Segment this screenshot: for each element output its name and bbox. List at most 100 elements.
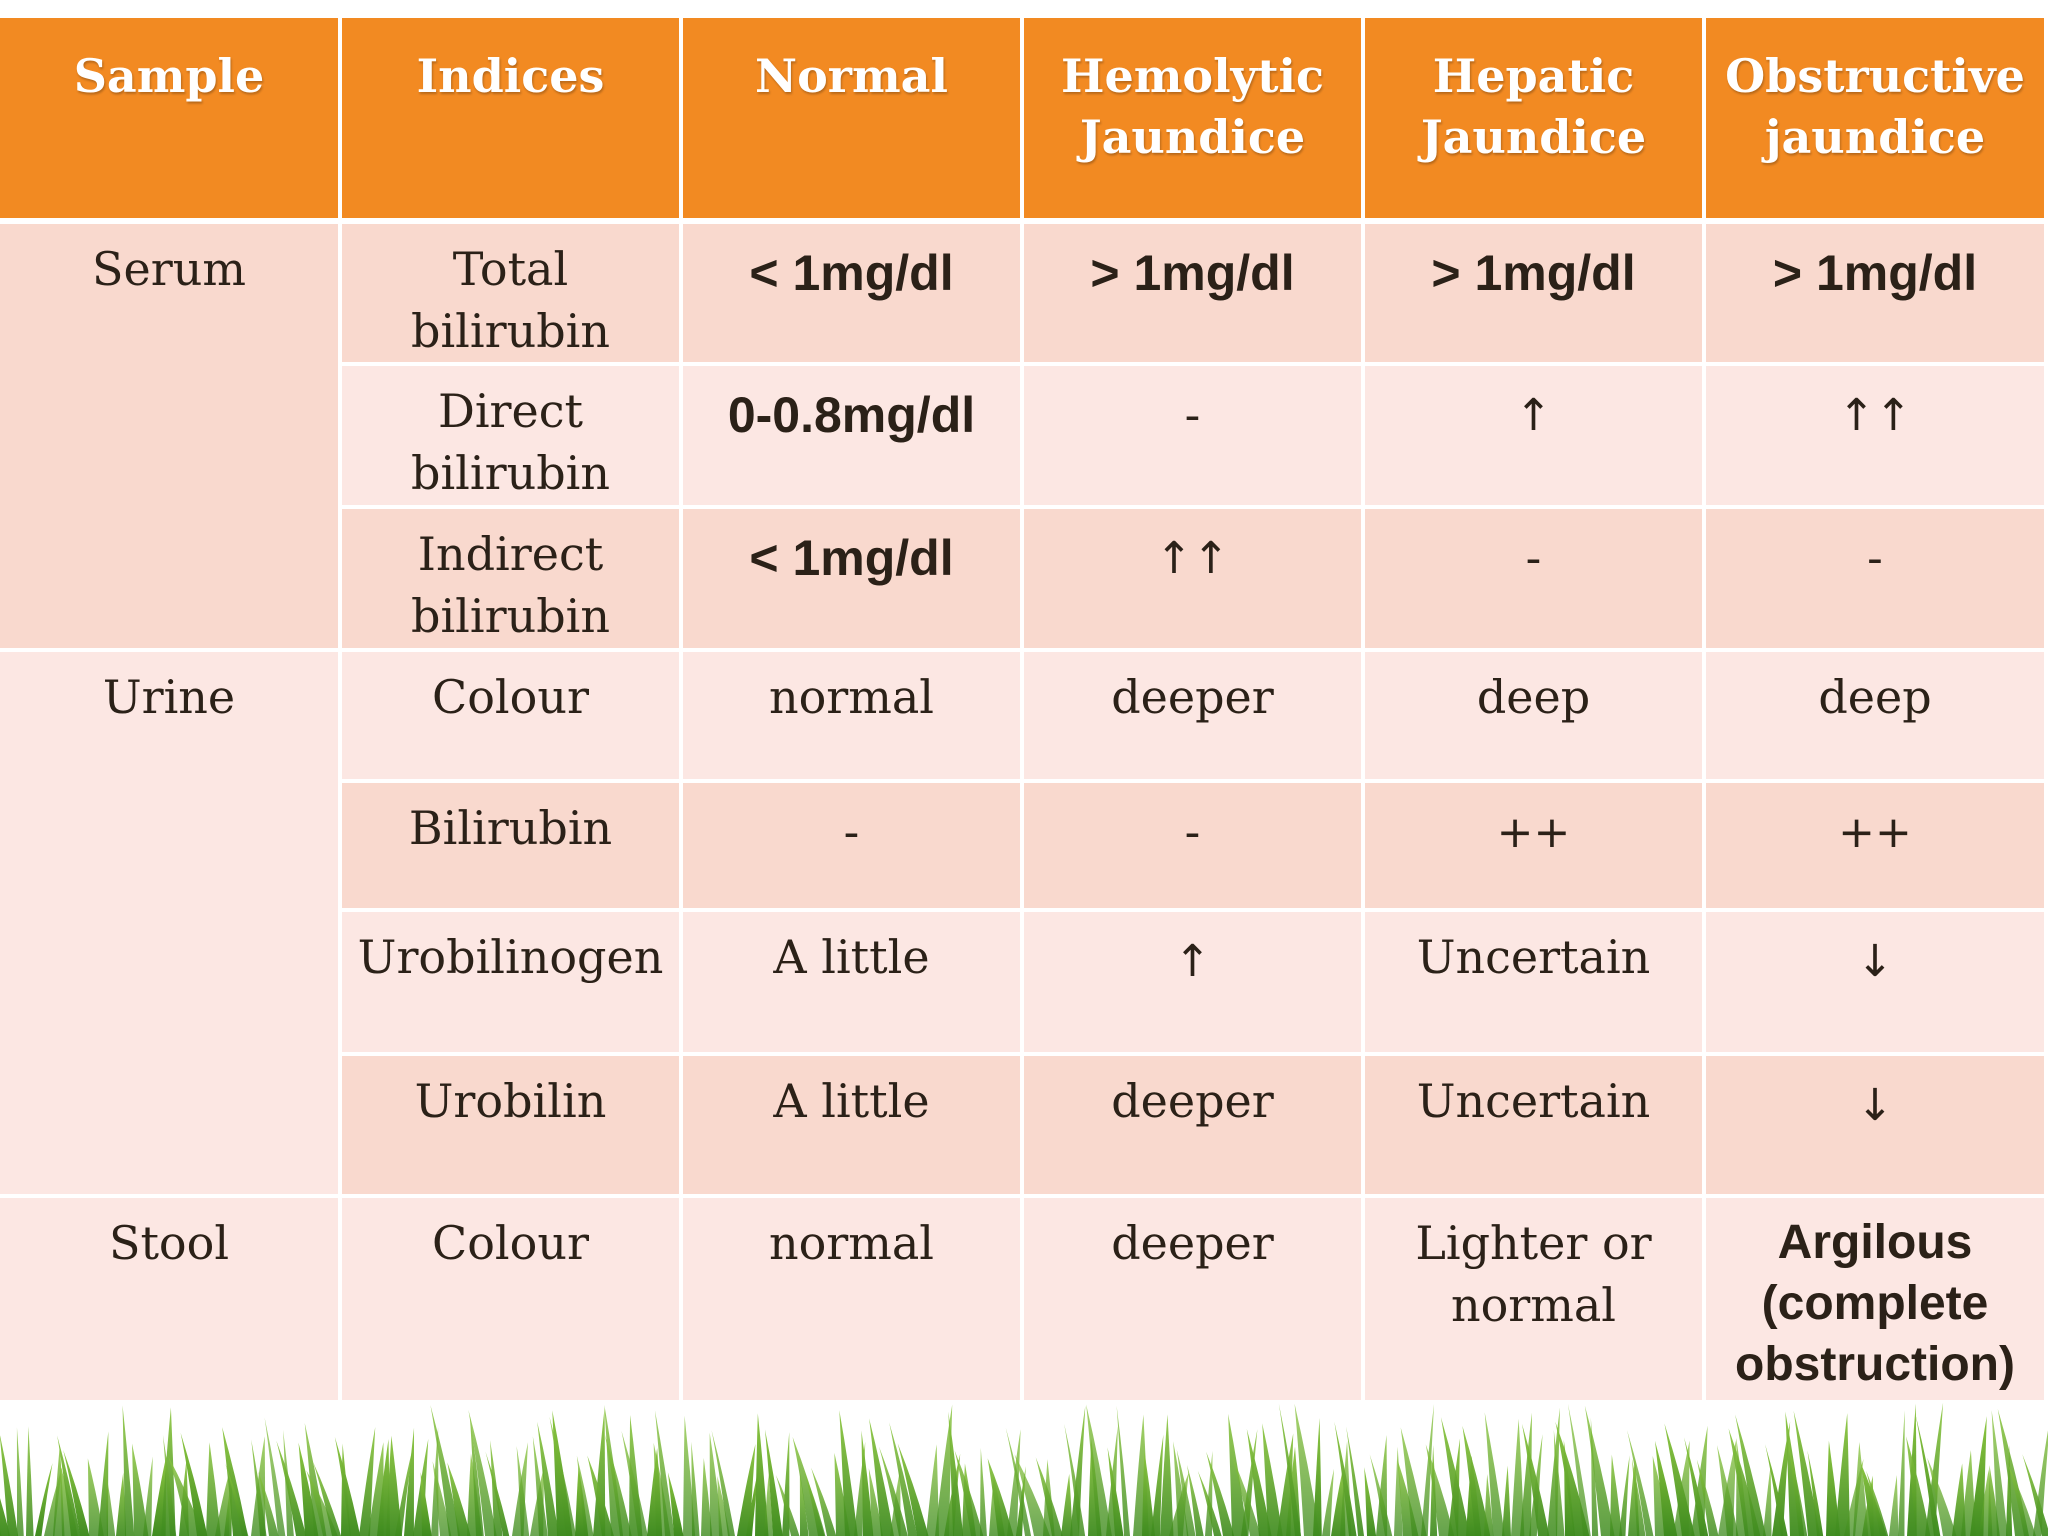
cell-hepatic-row5-text: Uncertain — [1416, 930, 1651, 984]
cell-indices-row4: Bilirubin — [342, 783, 679, 908]
header-sample-text: Sample — [73, 49, 265, 103]
cell-hemolytic-row0-text: > 1mg/dl — [1090, 245, 1295, 301]
cell-normal-row5: A little — [683, 912, 1020, 1052]
cell-normal-row6-text: A little — [773, 1074, 930, 1128]
cell-hepatic-row3: deep — [1365, 652, 1702, 779]
cell-normal-row0: < 1mg/dl — [683, 224, 1020, 362]
cell-indices-row6-text: Urobilin — [414, 1074, 607, 1128]
cell-hemolytic-row4-text: - — [1184, 807, 1201, 858]
cell-hemolytic-row1-text: - — [1184, 390, 1201, 441]
cell-hepatic-row7-text: Lighter or normal — [1415, 1216, 1652, 1332]
sample-urine: Urine — [0, 652, 338, 1194]
cell-obstructive-row1-text: ↑↑ — [1838, 390, 1912, 441]
cell-hemolytic-row3-text: deeper — [1111, 670, 1274, 724]
cell-hepatic-row4: ++ — [1365, 783, 1702, 908]
sample-serum: Serum — [0, 224, 338, 648]
cell-hepatic-row0: > 1mg/dl — [1365, 224, 1702, 362]
cell-normal-row3-text: normal — [768, 670, 935, 724]
header-indices-text: Indices — [416, 49, 605, 103]
cell-hepatic-row7: Lighter or normal — [1365, 1198, 1702, 1400]
cell-normal-row6: A little — [683, 1056, 1020, 1194]
header-indices: Indices — [342, 18, 679, 218]
cell-normal-row0-text: < 1mg/dl — [749, 245, 954, 301]
cell-indices-row3-text: Colour — [432, 670, 589, 724]
cell-obstructive-row2: - — [1706, 509, 2044, 648]
cell-hepatic-row6-text: Uncertain — [1416, 1074, 1651, 1128]
cell-normal-row1: 0-0.8mg/dl — [683, 366, 1020, 505]
cell-hemolytic-row7-text: deeper — [1111, 1216, 1274, 1270]
cell-obstructive-row4-text: ++ — [1838, 807, 1912, 858]
cell-normal-row2: < 1mg/dl — [683, 509, 1020, 648]
header-normal: Normal — [683, 18, 1020, 218]
cell-normal-row4: - — [683, 783, 1020, 908]
cell-hepatic-row1-text: ↑ — [1515, 390, 1552, 441]
cell-hepatic-row4-text: ++ — [1496, 807, 1571, 858]
cell-obstructive-row7: Argilous (complete obstruction) — [1706, 1198, 2044, 1400]
cell-hemolytic-row5: ↑ — [1024, 912, 1361, 1052]
cell-hemolytic-row2: ↑↑ — [1024, 509, 1361, 648]
cell-indices-row5: Urobilinogen — [342, 912, 679, 1052]
cell-hemolytic-row5-text: ↑ — [1174, 936, 1211, 987]
cell-indices-row5-text: Urobilinogen — [357, 930, 664, 984]
cell-hepatic-row6: Uncertain — [1365, 1056, 1702, 1194]
cell-normal-row7-text: normal — [768, 1216, 935, 1270]
cell-obstructive-row6-text: ↓ — [1856, 1080, 1894, 1131]
cell-hepatic-row1: ↑ — [1365, 366, 1702, 505]
header-obstructive: Obstructive jaundice — [1706, 18, 2044, 218]
cell-indices-row2-text: Indirect bilirubin — [411, 527, 610, 643]
cell-hemolytic-row2-text: ↑↑ — [1155, 533, 1230, 584]
sample-serum-text: Serum — [92, 242, 246, 296]
header-sample: Sample — [0, 18, 338, 218]
cell-hepatic-row3-text: deep — [1476, 670, 1591, 724]
cell-indices-row6: Urobilin — [342, 1056, 679, 1194]
cell-hepatic-row2-text: - — [1525, 533, 1542, 584]
cell-obstructive-row3-text: deep — [1818, 670, 1932, 724]
cell-indices-row7: Colour — [342, 1198, 679, 1400]
cell-indices-row1: Direct bilirubin — [342, 366, 679, 505]
cell-hemolytic-row6-text: deeper — [1111, 1074, 1274, 1128]
sample-stool: Stool — [0, 1198, 338, 1400]
cell-hemolytic-row6: deeper — [1024, 1056, 1361, 1194]
cell-hepatic-row2: - — [1365, 509, 1702, 648]
cell-obstructive-row7-text: Argilous (complete obstruction) — [1735, 1216, 2015, 1391]
cell-normal-row4-text: - — [843, 807, 860, 858]
sample-stool-text: Stool — [108, 1216, 230, 1270]
cell-obstructive-row5-text: ↓ — [1856, 936, 1894, 987]
cell-indices-row1-text: Direct bilirubin — [411, 384, 610, 500]
cell-indices-row7-text: Colour — [432, 1216, 589, 1270]
sample-urine-text: Urine — [102, 670, 236, 724]
cell-obstructive-row0: > 1mg/dl — [1706, 224, 2044, 362]
cell-obstructive-row0-text: > 1mg/dl — [1772, 245, 1978, 301]
cell-normal-row1-text: 0-0.8mg/dl — [727, 387, 976, 443]
cell-hepatic-row5: Uncertain — [1365, 912, 1702, 1052]
cell-indices-row0-text: Total bilirubin — [411, 242, 610, 358]
header-obstructive-text: Obstructive jaundice — [1725, 49, 2025, 164]
cell-indices-row2: Indirect bilirubin — [342, 509, 679, 648]
cell-obstructive-row4: ++ — [1706, 783, 2044, 908]
cell-hemolytic-row7: deeper — [1024, 1198, 1361, 1400]
cell-normal-row2-text: < 1mg/dl — [749, 530, 954, 586]
cell-obstructive-row3: deep — [1706, 652, 2044, 779]
cell-indices-row0: Total bilirubin — [342, 224, 679, 362]
cell-hepatic-row0-text: > 1mg/dl — [1431, 245, 1636, 301]
header-hemolytic-text: Hemolytic Jaundice — [1060, 49, 1325, 164]
header-hepatic-text: Hepatic Jaundice — [1420, 49, 1647, 164]
cell-hemolytic-row1: - — [1024, 366, 1361, 505]
cell-hemolytic-row4: - — [1024, 783, 1361, 908]
cell-normal-row3: normal — [683, 652, 1020, 779]
header-normal-text: Normal — [755, 49, 948, 103]
cell-obstructive-row2-text: - — [1867, 533, 1883, 584]
cell-hemolytic-row0: > 1mg/dl — [1024, 224, 1361, 362]
cell-normal-row7: normal — [683, 1198, 1020, 1400]
cell-indices-row3: Colour — [342, 652, 679, 779]
cell-obstructive-row6: ↓ — [1706, 1056, 2044, 1194]
cell-obstructive-row5: ↓ — [1706, 912, 2044, 1052]
grass-decoration — [0, 1402, 2048, 1536]
cell-obstructive-row1: ↑↑ — [1706, 366, 2044, 505]
header-hemolytic: Hemolytic Jaundice — [1024, 18, 1361, 218]
header-hepatic: Hepatic Jaundice — [1365, 18, 1702, 218]
cell-indices-row4-text: Bilirubin — [408, 801, 613, 855]
cell-hemolytic-row3: deeper — [1024, 652, 1361, 779]
cell-normal-row5-text: A little — [773, 930, 930, 984]
